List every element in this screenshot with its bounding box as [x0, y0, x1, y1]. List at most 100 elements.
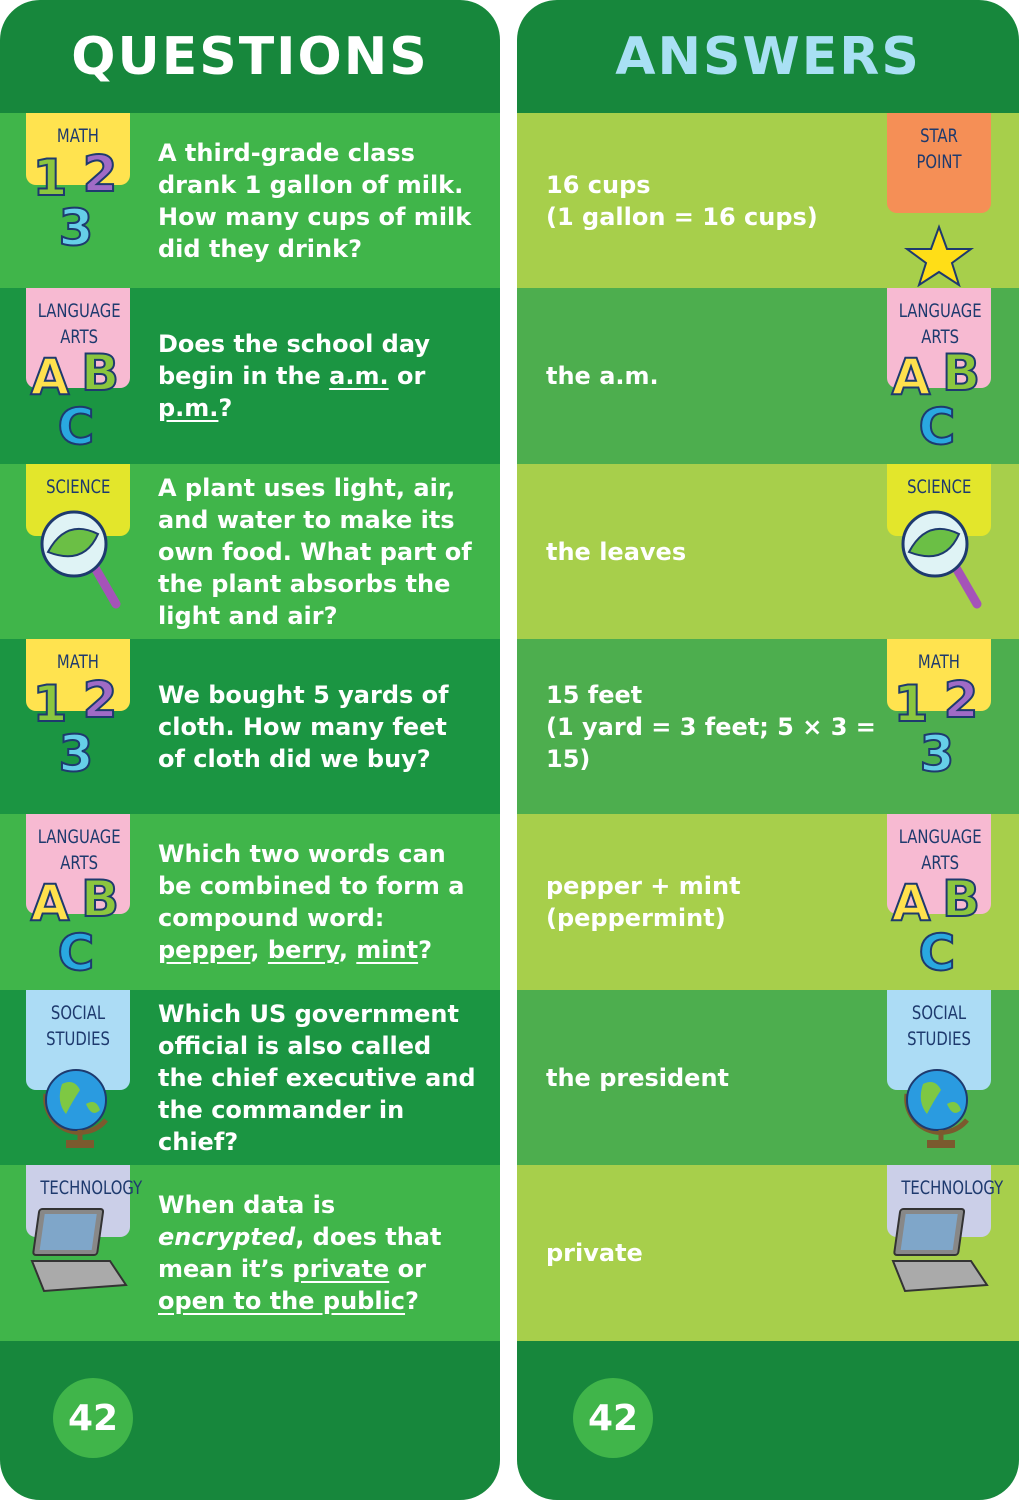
- text-segment: Which US government official is also cal…: [158, 999, 476, 1156]
- text-segment: , does that mean it’s: [158, 1222, 442, 1283]
- answer-line: 15 feet: [546, 680, 643, 709]
- subject-icon: A BC: [891, 352, 981, 457]
- subject-icon: 1 23: [893, 679, 980, 784]
- subject-tag: MATH: [887, 638, 991, 711]
- tag-label: LANGUAGE ARTS: [898, 300, 982, 349]
- icon-letter: B: [942, 878, 980, 928]
- subject-tag: SOCIAL STUDIES: [26, 989, 130, 1090]
- card-title: QUESTIONS: [71, 26, 429, 87]
- subject-icon: [901, 510, 982, 609]
- icon-letter: 2: [83, 153, 118, 203]
- tag-label: MATH: [57, 650, 99, 673]
- answer-row: STAR POINT 16 cups (1 gallon = 16 cups): [517, 113, 1019, 289]
- answer-text: the president: [546, 990, 886, 1166]
- icon-letter: B: [942, 352, 980, 402]
- text-segment: A third-grade class drank 1 gallon of mi…: [158, 139, 472, 263]
- answer-line: pepper + mint: [546, 872, 741, 901]
- subject-icon: 1 23: [32, 153, 119, 258]
- text-segment: a.m.: [329, 362, 389, 391]
- tag-label: STAR POINT: [916, 125, 962, 173]
- icon-letter: A: [892, 878, 931, 932]
- answer-row: TECHNOLOGY private: [517, 1164, 1019, 1341]
- text-segment: Does the school day begin in the: [158, 330, 430, 391]
- tag-label: MATH: [918, 650, 960, 673]
- subject-tag: TECHNOLOGY: [887, 1164, 1003, 1237]
- answer-line: (1 gallon = 16 cups): [546, 203, 818, 231]
- text-segment: Which two words can be combined to form …: [158, 840, 465, 933]
- tag-label: LANGUAGE ARTS: [898, 826, 982, 875]
- question-text: We bought 5 yards of cloth. How many fee…: [158, 639, 478, 815]
- tag-label: LANGUAGE ARTS: [37, 300, 121, 349]
- icon-letter: 3: [920, 725, 955, 783]
- text-segment: We bought 5 yards of cloth. How many fee…: [158, 680, 449, 773]
- subject-tag: LANGUAGE ARTS: [26, 288, 130, 389]
- questions-card: QUESTIONS 42 MATH 1 2 3 A third-grade class …: [0, 0, 500, 1500]
- question-text: A plant uses light, air, and water to ma…: [158, 464, 478, 640]
- question-body: Does the school day begin in the a.m. or…: [158, 328, 478, 424]
- answers-card: ANSWERS 42 STAR POINT 16 cups (1 gallon = …: [517, 0, 1019, 1500]
- subject-icon: A BC: [891, 878, 981, 983]
- question-row: MATH 1 2 3 We bought 5 yards of cloth. How m…: [0, 638, 500, 815]
- icon-letter: 1: [33, 679, 68, 733]
- text-segment: When data is: [158, 1190, 336, 1219]
- text-segment: ?: [418, 936, 433, 965]
- text-segment: ,: [250, 936, 268, 965]
- question-row: TECHNOLOGY When data is encrypted, does t…: [0, 1164, 500, 1341]
- question-row: SOCIAL STUDIES Which US government offici…: [0, 989, 500, 1166]
- subject-icon: 1 23: [32, 679, 119, 784]
- subject-icon: [904, 1068, 969, 1148]
- answer-line: the president: [546, 1063, 730, 1092]
- question-body: Which US government official is also cal…: [158, 998, 478, 1158]
- answer-line: the leaves: [546, 537, 687, 566]
- text-segment: or: [389, 1254, 426, 1283]
- question-text: A third-grade class drank 1 gallon of mi…: [158, 113, 478, 289]
- subject-tag: LANGUAGE ARTS: [887, 814, 991, 915]
- answer-line: 16 cups: [546, 171, 651, 199]
- question-row: LANGUAGE ARTS A B C Does the school day begi…: [0, 288, 500, 465]
- answer-row: SOCIAL STUDIES the president: [517, 989, 1019, 1166]
- answer-row: SCIENCE the leaves: [517, 463, 1019, 640]
- icon-letter: A: [31, 878, 70, 932]
- question-body: We bought 5 yards of cloth. How many fee…: [158, 679, 478, 775]
- answer-line: (peppermint): [546, 904, 726, 933]
- question-text: Does the school day begin in the a.m. or…: [158, 288, 478, 464]
- icon-letter: A: [31, 352, 70, 406]
- question-row: MATH 1 2 3 A third-grade class drank 1 gallo…: [0, 113, 500, 289]
- icon-letter: C: [58, 398, 95, 456]
- question-body: Which two words can be combined to form …: [158, 838, 478, 966]
- icon-letter: 1: [894, 679, 929, 733]
- answer-text: pepper + mint (peppermint): [546, 814, 886, 990]
- answer-text: 16 cups (1 gallon = 16 cups): [546, 113, 886, 289]
- page-number: 42: [573, 1378, 653, 1458]
- icon-letter: C: [919, 398, 956, 456]
- answer-line: (1 yard = 3 feet; 5 × 3 = 15): [546, 712, 876, 773]
- text-segment: private: [292, 1254, 390, 1283]
- text-segment: berry: [267, 936, 339, 965]
- question-row: SCIENCE A plant uses light, air, and wate…: [0, 463, 500, 640]
- answer-text: 15 feet (1 yard = 3 feet; 5 × 3 = 15): [546, 639, 886, 815]
- text-segment: p.m.: [158, 394, 219, 423]
- subject-tag: MATH: [26, 638, 130, 711]
- subject-icon: [30, 1207, 128, 1292]
- answer-row: MATH 1 2 3 15 feet (1 yard = 3 feet; 5 × 3 = …: [517, 638, 1019, 815]
- tag-label: TECHNOLOGY: [901, 1176, 1004, 1199]
- text-segment: encrypted: [158, 1222, 296, 1251]
- answer-line: the a.m.: [546, 362, 659, 391]
- subject-tag: MATH: [26, 113, 130, 185]
- tag-label: SCIENCE: [45, 475, 111, 498]
- text-segment: mint: [356, 936, 419, 965]
- text-segment: ?: [405, 1286, 419, 1315]
- subject-tag: STAR POINT: [887, 113, 991, 213]
- text-segment: ,: [338, 936, 357, 965]
- tag-label: SOCIAL STUDIES: [907, 1001, 971, 1050]
- icon-letter: A: [892, 352, 931, 406]
- icon-letter: C: [919, 924, 956, 982]
- subject-icon: A BC: [30, 878, 120, 983]
- icon-letter: B: [81, 352, 119, 402]
- icon-letter: 2: [83, 679, 118, 729]
- subject-tag: LANGUAGE ARTS: [26, 814, 130, 915]
- question-row: LANGUAGE ARTS A B C Which two words can be c…: [0, 814, 500, 991]
- question-text: Which US government official is also cal…: [158, 990, 478, 1166]
